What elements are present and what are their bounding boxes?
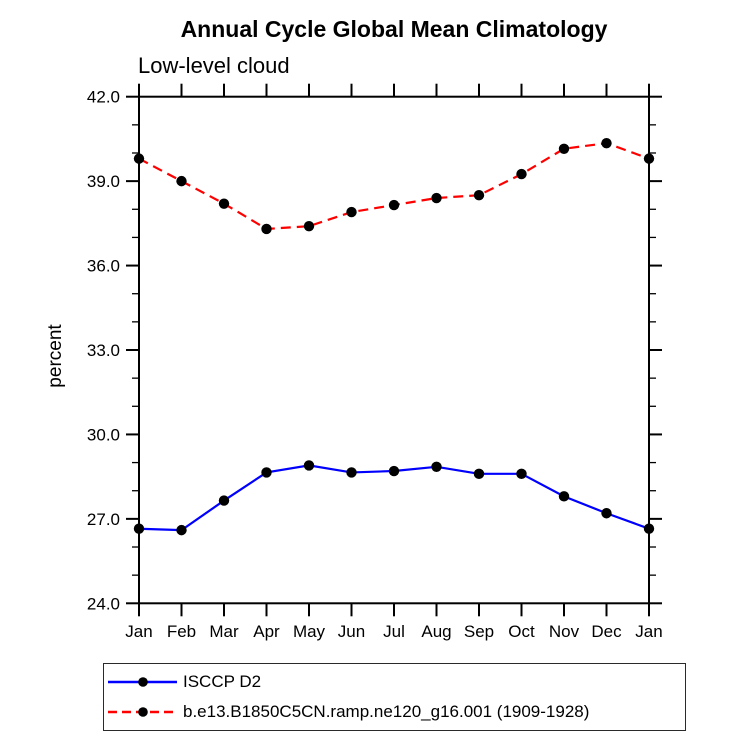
plot-border (138, 95, 650, 605)
data-point-marker (218, 198, 230, 209)
legend-sample-marker (138, 677, 148, 687)
x-tick-label: Jan (635, 622, 662, 641)
x-tick-label: Jun (338, 622, 365, 641)
data-point-marker (133, 523, 145, 534)
data-point-marker (601, 137, 612, 149)
x-tick-label: May (293, 622, 326, 641)
data-point-marker (558, 491, 570, 502)
x-tick-label: Aug (421, 622, 451, 641)
legend-item-isccp-d2: ISCCP D2 (106, 667, 685, 697)
data-point-marker (303, 220, 315, 232)
legend-label: b.e13.B1850C5CN.ramp.ne120_g16.001 (1909… (183, 702, 590, 721)
x-tick-label: Feb (167, 622, 196, 641)
data-point-marker (388, 465, 400, 477)
data-point-marker (176, 524, 187, 536)
legend-item-model: b.e13.B1850C5CN.ramp.ne120_g16.001 (1909… (106, 697, 685, 727)
x-tick-label: Sep (464, 622, 494, 641)
data-point-marker (473, 190, 485, 201)
x-tick-label: Jul (383, 622, 405, 641)
y-tick-label: 36.0 (87, 257, 120, 276)
y-tick-label: 24.0 (87, 594, 120, 613)
x-tick-label: Apr (253, 622, 280, 641)
data-point-marker (261, 467, 272, 478)
data-point-marker (601, 508, 612, 519)
legend-line-sample-icon (108, 677, 177, 687)
series-line-1 (138, 142, 650, 231)
data-point-marker (431, 461, 442, 472)
data-point-marker (388, 199, 400, 211)
chart-subtitle: Low-level cloud (138, 53, 290, 78)
y-tick-label: 42.0 (87, 88, 120, 107)
data-point-marker (346, 467, 357, 478)
x-tick-label: Jan (125, 622, 152, 641)
data-point-marker (133, 153, 145, 164)
data-point-marker (261, 223, 272, 235)
legend-line-sample-icon (108, 707, 177, 717)
x-tick-label: Dec (591, 622, 622, 641)
legend-label: ISCCP D2 (183, 672, 262, 691)
x-tick-label: Nov (549, 622, 580, 641)
y-tick-label: 30.0 (87, 425, 120, 444)
data-point-marker (303, 460, 315, 471)
y-tick-label: 33.0 (87, 341, 120, 360)
legend: ISCCP D2 b.e13.B1850C5CN.ramp.ne120_g16.… (103, 663, 686, 731)
chart-title: Annual Cycle Global Mean Climatology (180, 16, 608, 42)
data-point-marker (431, 192, 442, 204)
data-point-marker (473, 468, 485, 480)
data-point-marker (346, 206, 357, 218)
y-tick-label: 27.0 (87, 510, 120, 529)
y-tick-label: 39.0 (87, 172, 120, 191)
x-tick-label: Oct (508, 622, 535, 641)
x-tick-label: Mar (209, 622, 239, 641)
data-point-marker (176, 175, 187, 187)
data-point-marker (218, 495, 230, 506)
data-point-marker (516, 468, 527, 480)
data-point-marker (558, 143, 570, 154)
data-point-marker (643, 523, 655, 534)
plot-area: 42.0 39.0 36.0 33.0 30.0 27.0 24.0 Jan Feb Mar Apr… (87, 83, 663, 641)
legend-sample-marker (138, 707, 148, 717)
data-point-marker (516, 168, 527, 180)
data-point-marker (643, 153, 655, 164)
